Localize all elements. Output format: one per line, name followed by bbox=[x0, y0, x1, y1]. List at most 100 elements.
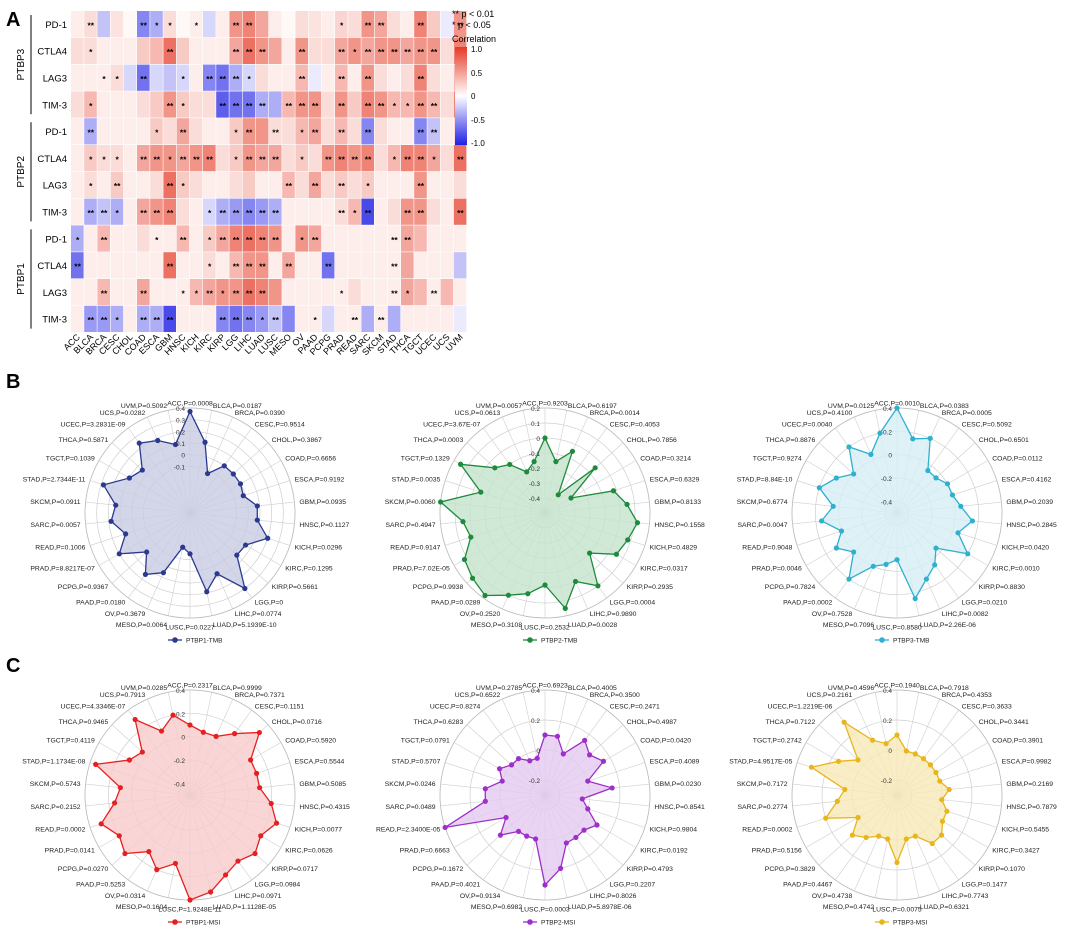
radar-category-label: OV,P=0.0314 bbox=[105, 893, 146, 900]
row-label: LAG3 bbox=[43, 74, 67, 85]
radar-point bbox=[929, 840, 935, 847]
heatmap-cell bbox=[137, 11, 150, 38]
legend-label: PTBP2-TMB bbox=[541, 638, 577, 645]
heatmap-cell bbox=[401, 11, 414, 38]
significance-mark: ** bbox=[259, 288, 266, 298]
radar-category-label: LGG,P=0.0984 bbox=[255, 881, 301, 888]
heatmap-cell bbox=[374, 118, 388, 145]
radar-tick-label: -0.2 bbox=[881, 778, 893, 785]
radar-point bbox=[846, 444, 852, 450]
significance-mark: ** bbox=[404, 208, 411, 218]
heatmap-cell bbox=[335, 118, 348, 145]
significance-mark: * bbox=[89, 101, 93, 111]
radar-point bbox=[846, 576, 852, 582]
heatmap-cell bbox=[453, 198, 467, 225]
heatmap-cell bbox=[282, 11, 295, 38]
significance-mark: ** bbox=[246, 101, 253, 111]
radar-category-label: UCS,P=0.6522 bbox=[455, 692, 501, 699]
significance-mark: * bbox=[366, 181, 370, 191]
heatmap-cell bbox=[229, 198, 242, 225]
heatmap-cell bbox=[97, 64, 110, 91]
radar-category-label: LIHC,P=0.7743 bbox=[942, 893, 989, 900]
significance-mark: ** bbox=[299, 101, 306, 111]
heatmap-cell bbox=[269, 145, 282, 172]
radar-area bbox=[809, 720, 951, 865]
legend-label: PTBP3-TMB bbox=[893, 638, 929, 645]
radar-category-label: ESCA,P=0.6329 bbox=[650, 477, 700, 484]
heatmap-cell bbox=[361, 305, 374, 332]
heatmap-cell bbox=[123, 305, 137, 332]
significance-mark: ** bbox=[378, 101, 385, 111]
significance-mark: * bbox=[300, 154, 304, 164]
significance-mark: ** bbox=[272, 235, 279, 245]
radar-category-label: TGCT,P=0.4119 bbox=[46, 738, 95, 745]
heatmap-cell bbox=[242, 37, 256, 64]
heatmap-cell bbox=[203, 118, 216, 145]
significance-mark: * bbox=[168, 154, 172, 164]
radar-category-label: GBM,P=0.0230 bbox=[654, 781, 701, 788]
radar-category-label: KIRC,P=0.0192 bbox=[640, 848, 688, 855]
radar-point bbox=[100, 482, 107, 488]
heatmap-cell bbox=[150, 225, 163, 252]
radar-category-label: UCS,P=0.7913 bbox=[100, 692, 146, 699]
radar-category-label: KIRP,P=0.4793 bbox=[627, 866, 673, 873]
radar-category-label: TGCT,P=0.2742 bbox=[753, 738, 802, 745]
significance-mark: ** bbox=[193, 154, 200, 164]
significance-mark: ** bbox=[87, 315, 94, 325]
significance-mark: * bbox=[182, 74, 186, 84]
radar-point bbox=[170, 712, 176, 718]
significance-mark: ** bbox=[365, 74, 372, 84]
radar-point bbox=[555, 492, 561, 498]
radar-category-label: UCEC,P=3.67E-07 bbox=[423, 422, 480, 429]
radar-category-label: KICH,P=0.4829 bbox=[650, 544, 698, 551]
radar-point bbox=[533, 836, 539, 842]
heatmap-cell bbox=[387, 305, 401, 332]
radar-category-label: ACC,P=0.1940 bbox=[874, 683, 920, 690]
radar-category-label: BRCA,P=0.0005 bbox=[942, 410, 992, 417]
significance-mark: * bbox=[182, 101, 186, 111]
legend-marker bbox=[527, 919, 533, 925]
heatmap-cell bbox=[414, 198, 427, 225]
heatmap-cell bbox=[163, 37, 176, 64]
radar-point bbox=[154, 867, 160, 873]
radar-tick-label: 0.2 bbox=[531, 718, 540, 725]
heatmap-cell bbox=[84, 64, 97, 91]
heatmap-cell bbox=[269, 279, 282, 306]
significance-mark: ** bbox=[180, 154, 187, 164]
heatmap-cell bbox=[308, 305, 322, 332]
legend-marker bbox=[879, 637, 885, 643]
significance-mark: * bbox=[208, 208, 212, 218]
radar-category-label: OV,P=0.9134 bbox=[460, 893, 501, 900]
radar-category-label: TGCT,P=0.0791 bbox=[401, 738, 450, 745]
radar-tick-label: -0.2 bbox=[174, 758, 186, 765]
heatmap-cell bbox=[84, 145, 97, 172]
heatmap-cell bbox=[123, 11, 137, 38]
radar-point bbox=[568, 495, 574, 501]
radar-point bbox=[925, 467, 931, 474]
radar-category-label: UVM,P=0.5092 bbox=[121, 403, 168, 410]
radar-point bbox=[442, 824, 448, 831]
significance-mark: ** bbox=[167, 315, 174, 325]
significance-mark: * bbox=[300, 235, 304, 245]
radar-point bbox=[933, 769, 939, 776]
radar-area bbox=[102, 409, 269, 594]
significance-mark: ** bbox=[338, 181, 345, 191]
significance-mark: ** bbox=[140, 20, 147, 30]
significance-mark: ** bbox=[312, 235, 319, 245]
radar-point bbox=[912, 751, 918, 757]
heatmap-cell bbox=[295, 145, 308, 172]
heatmap-cell bbox=[440, 279, 454, 306]
significance-mark: ** bbox=[140, 208, 147, 218]
significance-mark: ** bbox=[180, 235, 187, 245]
radar-category-label: LUAD,P=5.1939E-10 bbox=[213, 622, 277, 629]
significance-mark: ** bbox=[74, 262, 81, 272]
significance-mark: ** bbox=[431, 101, 438, 111]
heatmap-cell bbox=[110, 279, 124, 306]
significance-mark: ** bbox=[140, 154, 147, 164]
significance-mark: * bbox=[102, 74, 106, 84]
radar-point bbox=[187, 408, 193, 415]
sig-legend-double: ** p < 0.01 bbox=[452, 9, 494, 19]
colorbar-title: Correlation bbox=[452, 34, 496, 44]
heatmap-cell bbox=[255, 145, 269, 172]
radar-category-label: SKCM,P=0.7172 bbox=[737, 781, 788, 788]
